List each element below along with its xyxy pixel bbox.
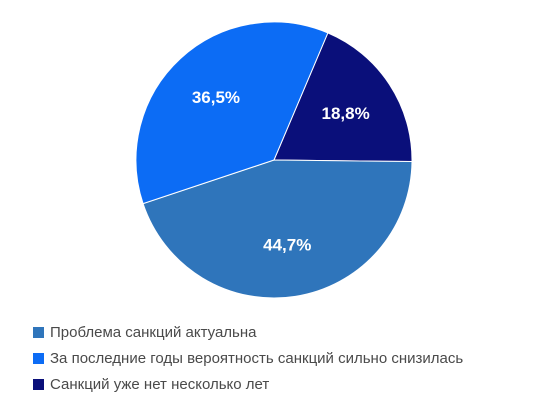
legend-item-no-sanctions[interactable]: Санкций уже нет несколько лет	[33, 372, 463, 396]
legend-swatch	[33, 326, 44, 338]
legend-label: За последние годы вероятность санкций си…	[50, 349, 464, 367]
pie-slice-no-sanctions[interactable]	[273, 32, 413, 163]
pie-chart: 18,8% 44,7% 36,5%	[135, 21, 413, 299]
data-label: 18,8%	[321, 104, 369, 123]
data-label: 36,5%	[192, 88, 240, 107]
legend-label: Санкций уже нет несколько лет	[50, 375, 270, 393]
data-label: 44,7%	[263, 236, 311, 255]
chart-legend: Проблема санкций актуальна За последние …	[33, 320, 463, 398]
pie-slice-actual[interactable]	[142, 159, 413, 299]
pie-slice-decreased[interactable]	[135, 21, 329, 205]
legend-item-decreased[interactable]: За последние годы вероятность санкций си…	[33, 346, 463, 370]
legend-label: Проблема санкций актуальна	[50, 323, 257, 341]
legend-swatch	[33, 378, 44, 390]
legend-swatch	[33, 352, 44, 364]
legend-item-actual[interactable]: Проблема санкций актуальна	[33, 320, 463, 344]
